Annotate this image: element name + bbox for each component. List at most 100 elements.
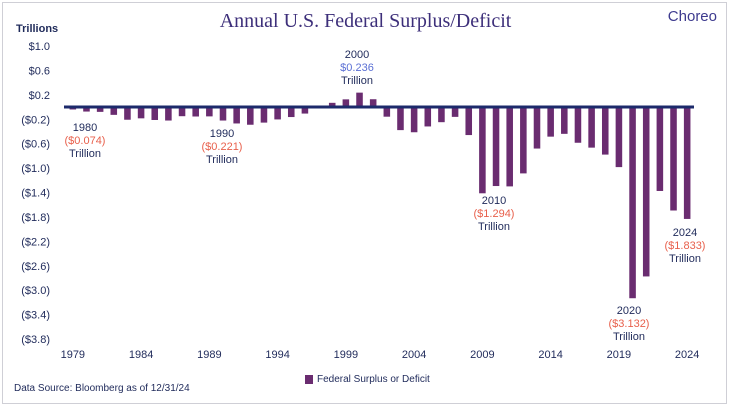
annotation-year: 1980 [73, 122, 97, 134]
y-tick-label: ($1.8) [21, 212, 50, 224]
annotation-value: $0.236 [340, 62, 374, 74]
y-tick-label: ($3.0) [21, 285, 50, 297]
annotation-value: ($0.074) [65, 135, 106, 147]
bar-2015 [561, 107, 568, 134]
annotations: 1980($0.074)Trillion1990($0.221)Trillion… [65, 49, 706, 343]
bar-2018 [601, 107, 609, 155]
y-tick-label: ($0.6) [21, 139, 50, 151]
bar-1999 [342, 99, 350, 108]
bar-2021 [642, 107, 650, 277]
annotation-year: 2010 [482, 195, 506, 207]
bar-2023 [670, 107, 677, 211]
bar-1988 [192, 107, 199, 117]
y-tick-label: $0.2 [29, 90, 50, 102]
x-tick-label: 1989 [197, 349, 221, 361]
y-tick-label: ($3.4) [21, 310, 50, 322]
annotation-year: 2020 [617, 305, 641, 317]
bar-2003 [397, 107, 404, 131]
bar-2016 [574, 107, 582, 143]
y-tick-label: ($3.8) [21, 334, 50, 346]
bar-1996 [301, 107, 309, 114]
annotation-unit: Trillion [613, 331, 645, 343]
annotation-value: ($3.132) [609, 318, 650, 330]
bar-2024 [683, 107, 691, 219]
bar-1986 [165, 107, 172, 121]
x-tick-label: 2009 [470, 349, 494, 361]
y-axis-ticks: $1.0 $0.6 $0.2 ($0.2) ($0.6) ($1.0) ($1.4) ($1.… [21, 41, 50, 346]
annotation-2010: 2010($1.294)Trillion [474, 195, 515, 233]
bar-1993 [260, 107, 268, 123]
annotation-unit: Trillion [669, 253, 701, 265]
y-tick-label: ($0.2) [21, 114, 50, 126]
annotation-unit: Trillion [341, 75, 373, 87]
bar-2009 [479, 107, 486, 194]
legend-label: Federal Surplus or Deficit [317, 374, 430, 385]
annotation-year: 1990 [210, 128, 234, 140]
annotation-year: 2024 [673, 227, 697, 239]
bar-2000 [356, 92, 363, 108]
y-tick-label: ($2.2) [21, 236, 50, 248]
x-axis-ticks: 1979 1984 1989 1994 1999 2004 2009 2014 2019 2024 [61, 349, 700, 361]
bar-2004 [410, 107, 418, 133]
bar-1994 [274, 107, 281, 120]
y-tick-label: ($1.0) [21, 163, 50, 175]
x-tick-label: 2019 [607, 349, 631, 361]
annotation-unit: Trillion [69, 148, 101, 160]
bar-1992 [247, 107, 254, 125]
bar-1984 [137, 107, 145, 119]
annotation-1980: 1980($0.074)Trillion [65, 122, 106, 160]
bar-2012 [520, 107, 527, 174]
x-tick-label: 2014 [538, 349, 562, 361]
annotation-value: ($1.294) [474, 208, 515, 220]
y-tick-label: ($2.6) [21, 261, 50, 273]
bar-1987 [178, 107, 186, 117]
x-tick-label: 2004 [402, 349, 426, 361]
annotation-value: ($1.833) [665, 240, 706, 252]
brand-logo: Choreo [667, 8, 717, 25]
annotation-year: 2000 [345, 49, 369, 61]
bar-1985 [151, 107, 159, 120]
annotation-value: ($0.221) [202, 141, 243, 153]
annotation-unit: Trillion [478, 221, 510, 233]
annotation-2020: 2020($3.132)Trillion [609, 305, 650, 343]
chart-frame [2, 2, 727, 404]
annotation-1990: 1990($0.221)Trillion [202, 128, 243, 166]
bar-2002 [383, 107, 391, 117]
bar-2014 [547, 107, 554, 137]
x-tick-label: 1999 [334, 349, 358, 361]
bar-2019 [615, 107, 623, 168]
bar-1982 [110, 107, 118, 115]
legend-swatch [305, 375, 313, 384]
bar-1989 [206, 107, 213, 117]
chart-title: Annual U.S. Federal Surplus/Deficit [219, 10, 512, 32]
y-tick-label: $0.6 [29, 65, 50, 77]
bar-2005 [424, 107, 432, 127]
annotation-unit: Trillion [206, 154, 238, 166]
bar-2022 [656, 107, 664, 191]
bar-1990 [219, 107, 227, 121]
y-axis-units-label: Trillions [16, 23, 59, 35]
bar-2008 [465, 107, 473, 136]
bar-1980 [83, 107, 90, 112]
bar-2010 [492, 107, 500, 187]
bar-2017 [588, 107, 595, 148]
bar-1995 [287, 107, 295, 118]
x-tick-label: 2024 [675, 349, 699, 361]
x-tick-label: 1979 [61, 349, 85, 361]
x-tick-label: 1984 [129, 349, 153, 361]
annotation-2024: 2024($1.833)Trillion [665, 227, 706, 265]
bar-series [69, 92, 691, 299]
y-tick-label: ($1.4) [21, 188, 50, 200]
bar-2001 [369, 99, 377, 108]
bar-2020 [629, 107, 636, 299]
bar-2011 [506, 107, 513, 187]
bar-2013 [533, 107, 541, 149]
x-tick-label: 1994 [265, 349, 289, 361]
bar-2007 [451, 107, 459, 117]
data-source-note: Data Source: Bloomberg as of 12/31/24 [14, 383, 190, 394]
y-tick-label: $1.0 [29, 41, 50, 53]
bar-1983 [124, 107, 131, 120]
bar-1981 [96, 107, 104, 112]
